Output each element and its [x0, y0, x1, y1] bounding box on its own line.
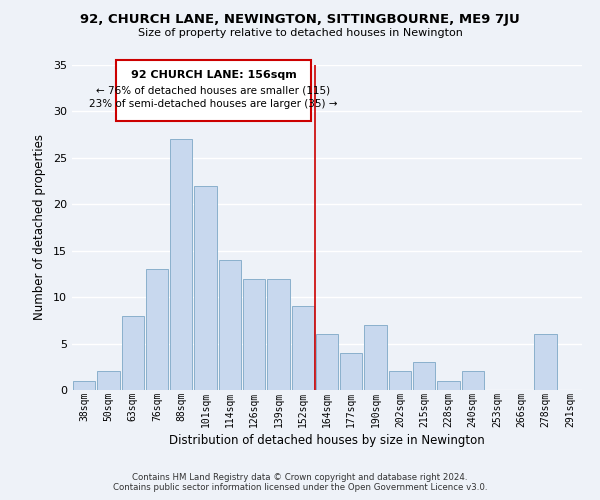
X-axis label: Distribution of detached houses by size in Newington: Distribution of detached houses by size …	[169, 434, 485, 446]
Bar	[243, 278, 265, 390]
Bar	[389, 372, 411, 390]
Bar	[146, 270, 168, 390]
Text: Size of property relative to detached houses in Newington: Size of property relative to detached ho…	[137, 28, 463, 38]
Bar	[413, 362, 436, 390]
Bar	[364, 325, 387, 390]
Bar	[267, 278, 290, 390]
Text: 92 CHURCH LANE: 156sqm: 92 CHURCH LANE: 156sqm	[131, 70, 296, 80]
Bar	[122, 316, 144, 390]
Text: ← 76% of detached houses are smaller (115): ← 76% of detached houses are smaller (11…	[97, 86, 331, 96]
Bar	[218, 260, 241, 390]
Bar	[437, 380, 460, 390]
Y-axis label: Number of detached properties: Number of detached properties	[33, 134, 46, 320]
Bar	[73, 380, 95, 390]
Bar	[461, 372, 484, 390]
Text: 23% of semi-detached houses are larger (35) →: 23% of semi-detached houses are larger (…	[89, 100, 338, 110]
Bar	[170, 140, 193, 390]
Bar	[316, 334, 338, 390]
Text: 92, CHURCH LANE, NEWINGTON, SITTINGBOURNE, ME9 7JU: 92, CHURCH LANE, NEWINGTON, SITTINGBOURN…	[80, 12, 520, 26]
Text: Contains HM Land Registry data © Crown copyright and database right 2024.: Contains HM Land Registry data © Crown c…	[132, 474, 468, 482]
Text: Contains public sector information licensed under the Open Government Licence v3: Contains public sector information licen…	[113, 484, 487, 492]
Bar	[340, 353, 362, 390]
Bar	[194, 186, 217, 390]
FancyBboxPatch shape	[116, 60, 311, 120]
Bar	[535, 334, 557, 390]
Bar	[97, 372, 119, 390]
Bar	[292, 306, 314, 390]
